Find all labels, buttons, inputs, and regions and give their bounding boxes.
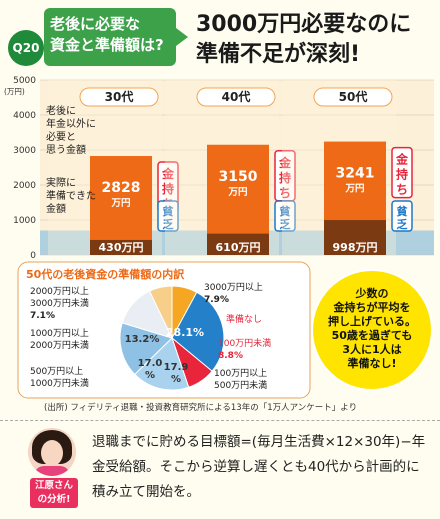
pie-legend-label: 3000万円以上 [204,282,263,293]
question-line-2: 資金と準備額は? [50,36,164,54]
pie-slice-label: 17.0 [138,358,163,369]
poor-tag-char: 乏 [397,218,408,231]
bar-prepared-value: 430万円 [99,241,144,254]
y-axis-unit: (万円) [4,87,25,96]
rich-tag-char: 金 [278,155,292,170]
pie-legend-label: 7.9% [204,295,229,305]
callout-line: 準備なし! [347,356,396,370]
pie-legend-label: 2000万円以上 [30,286,89,297]
poor-tag-char: 乏 [163,218,174,231]
required-annotation: 年金以外に [46,117,96,130]
bar-prepared-value: 998万円 [333,241,378,254]
pie-legend-label: 500万円以上 [30,366,83,377]
category-label: 30代 [105,89,134,104]
advisor-label-line-1: 江原さん [34,480,73,491]
pie-slice-label: 17.9 [164,362,189,373]
poor-tag-char: 貧 [163,204,175,218]
prepared-annotation: 準備できた [46,189,96,202]
bar-required-unit: 万円 [110,198,130,209]
question-line-1: 老後に必要な [50,15,141,33]
poor-tag-box [274,200,296,232]
pie-slice-label: 13.2% [125,334,160,345]
y-tick-label: 0 [30,251,36,261]
y-tick-label: 1000 [13,216,36,226]
pie-slice-label: % [171,374,181,385]
pie-title: 50代の老後資金の準備額の内訳 [26,267,185,281]
pie-legend-label: 500万円未満 [214,379,267,391]
poor-tag-box [157,200,179,232]
category-label: 40代 [222,89,251,104]
advisor-avatar [28,428,76,476]
poor-tag-char: 貧 [397,204,409,218]
poor-tag-char: 貧 [280,204,292,218]
bar-required-unit: 万円 [227,187,247,198]
bar-required-value: 2828 [102,180,141,196]
pie-legend-label: 2000万円未満 [30,339,89,351]
y-tick-label: 4000 [13,111,36,121]
rich-tag-char: 金 [161,166,175,181]
category-pill [79,87,159,107]
question-number-badge: Q20 [8,30,44,66]
poor-tag-char: 乏 [280,218,291,231]
rich-tag-char: 金 [395,152,409,167]
pie-slice [134,337,190,391]
question-box: 老後に必要な 資金と準備額は? [44,8,188,66]
bar-prepared [90,239,152,255]
pie-legend-label: 1000万円未満 [30,377,89,389]
category-pill [313,87,393,107]
bar-prepared [324,220,386,255]
required-annotation: 老後に [46,104,76,117]
callout-line: 50歳を過ぎても [332,328,413,342]
bar-prepared [207,233,269,255]
category-pill [196,87,276,107]
headline-line-2: 準備不足が深刻! [196,42,361,67]
callout-line: 3人に1人は [342,342,401,356]
header: Q20 老後に必要な 資金と準備額は? 3000万円必要なのに 準備不足が深刻! [0,0,440,80]
pie-legend-label: 7.1% [30,311,55,321]
pie-slice [171,291,225,372]
bar-required [90,156,152,255]
poor-tag-box [391,200,413,232]
rich-tag-box [391,146,413,199]
prepared-annotation: 金額 [46,202,66,215]
pie-legend-label: 1000万円以上 [30,328,89,339]
rich-tag-char: 持 [279,170,291,185]
prepared-annotation: 実際に [46,176,76,189]
pie-legend-label: 100万円以上 [214,368,267,379]
y-tick-label: 2000 [13,181,36,191]
pie-legend-label: 100万円未満 [218,337,271,349]
callout-line: 金持ちが平均を [333,300,411,314]
headline-line-1: 3000万円必要なのに [196,12,412,37]
pie-slice-label: 28.1% [166,326,204,339]
rich-tag-char: 持 [162,181,174,196]
required-annotation: 思う金額 [46,143,86,156]
y-tick-label: 3000 [13,146,36,156]
pie-slice [119,322,173,376]
bar-required-value: 3241 [336,166,375,182]
pie-legend-label: 8.8% [218,351,243,361]
source-note: (出所) フィデリティ退職・投資教育研究所による13年の「1万人アンケート」より [44,403,358,413]
bar-required-value: 3150 [219,169,258,185]
callout-line: 押し上げている。 [328,314,416,328]
advisor-label: 江原さん の分析! [30,478,78,508]
rich-tag-char: 持 [396,167,408,182]
bar-prepared-value: 610万円 [216,241,261,254]
required-annotation: 必要と [46,130,76,143]
rich-tag-char: ち [396,183,408,197]
rich-tag-char: ち [279,186,291,200]
headline: 3000万円必要なのに 準備不足が深刻! [196,10,411,70]
analysis-text: 退職までに貯める目標額=(毎月生活費×12×30年)−年金受給額。そこから逆算し… [92,434,426,500]
callout-burst [311,269,433,391]
y-tick-label: 5000 [13,76,36,86]
bar-required-unit: 万円 [344,184,364,195]
callout-line: 少数の [355,286,389,300]
pie-legend-label: 3000万円未満 [30,297,89,309]
pie-legend-label: 準備なし [226,313,262,325]
analysis-section [0,420,440,519]
category-label: 50代 [339,89,368,104]
pie-slice [148,285,173,339]
advisor-label-line-2: の分析! [37,494,71,505]
pie-slice-label: % [145,370,155,381]
